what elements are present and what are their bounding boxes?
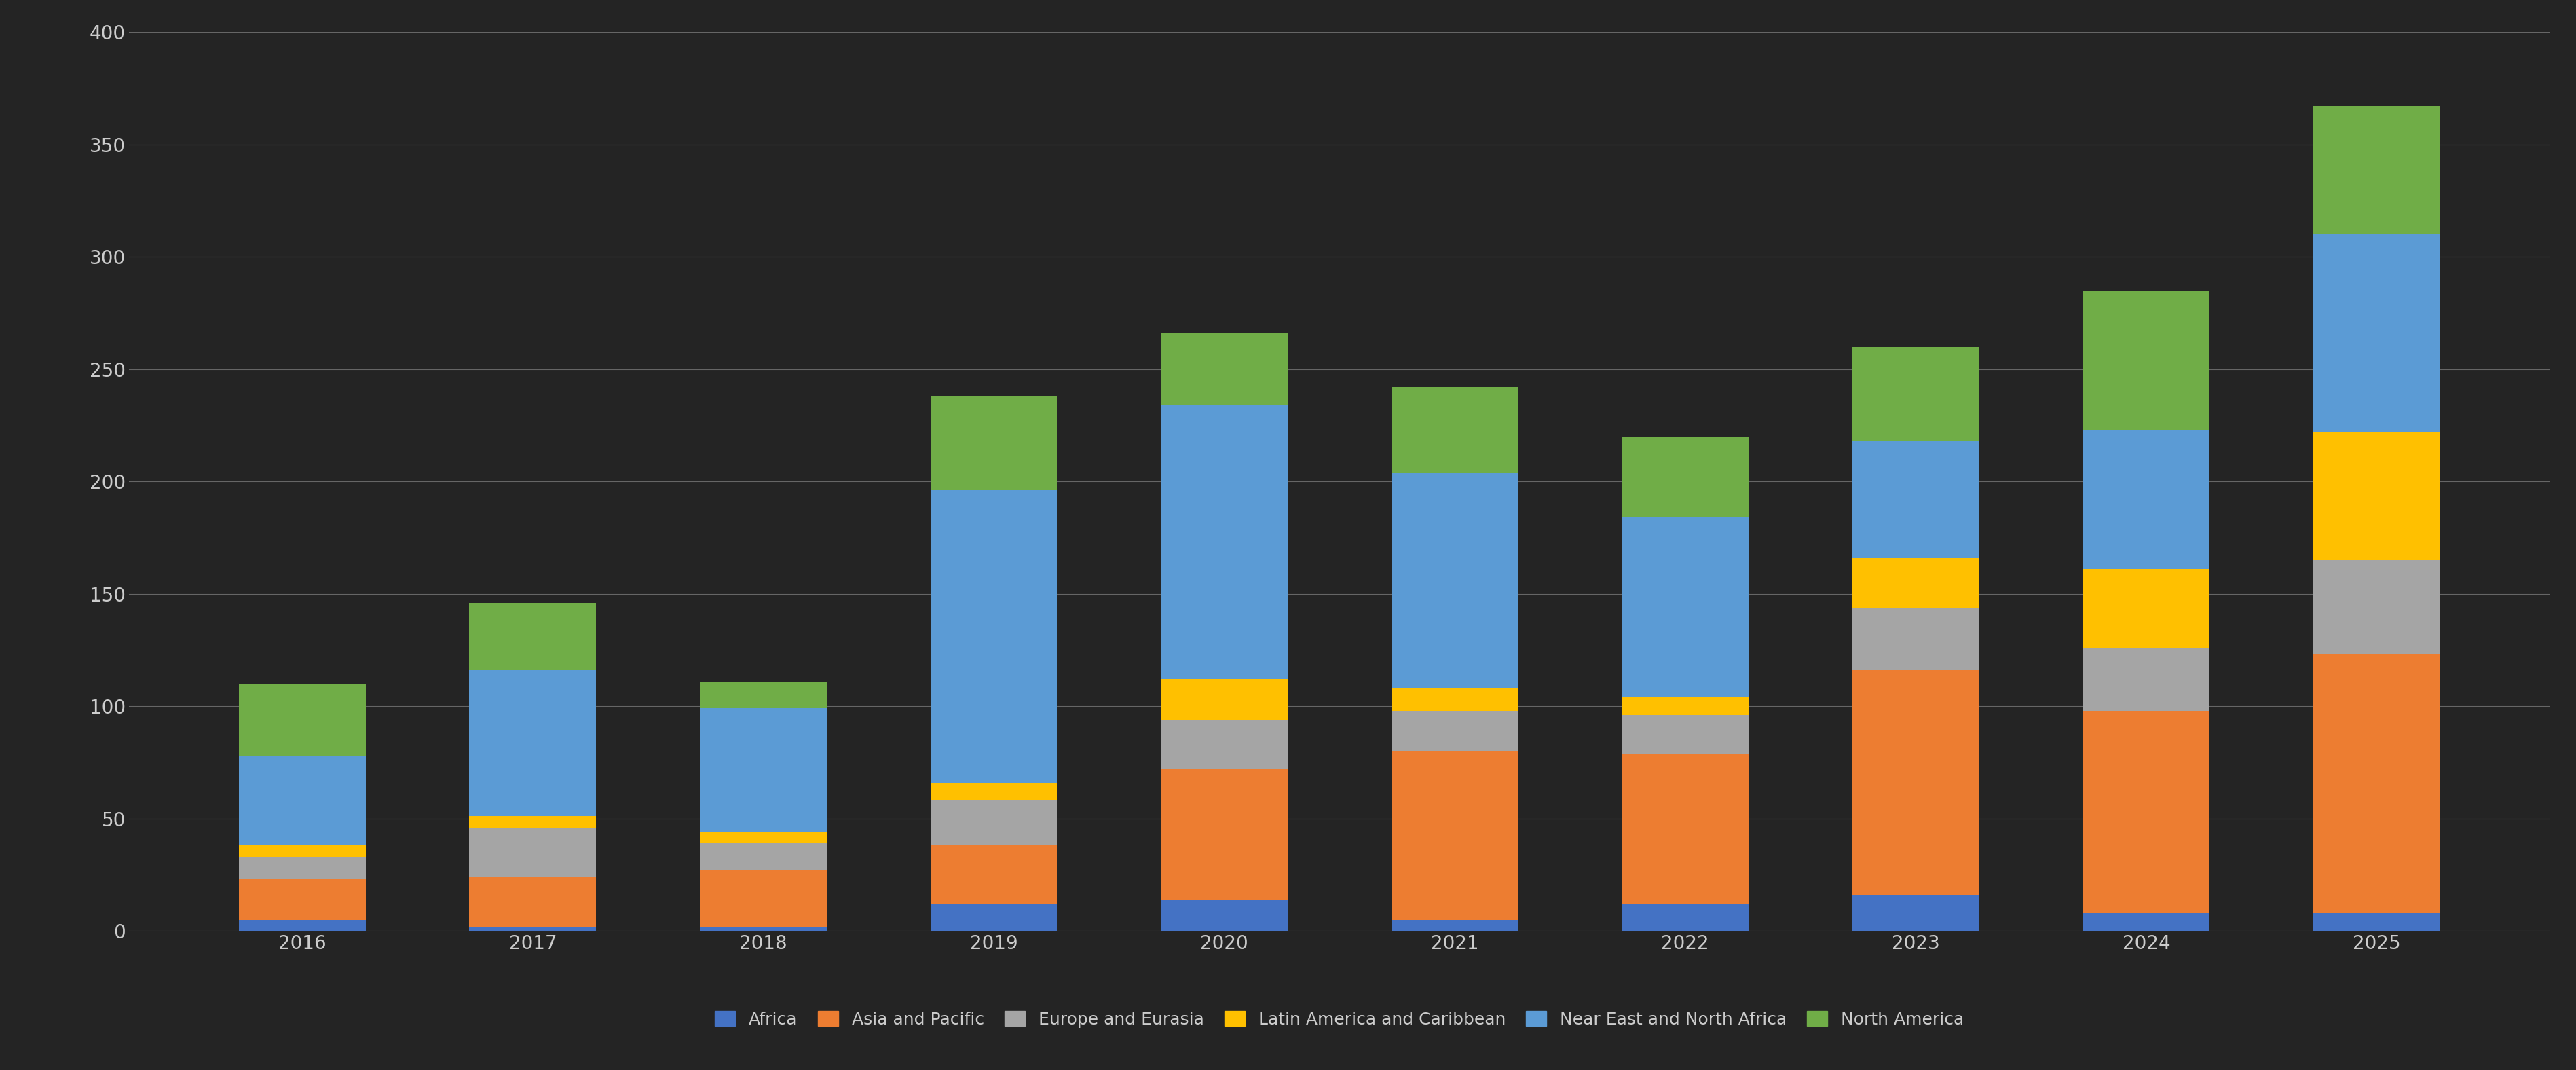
Bar [469,827,595,877]
Bar [1162,679,1288,720]
Bar [1162,769,1288,900]
Bar [2313,432,2439,561]
Bar [1391,688,1517,710]
Bar [240,920,366,931]
Legend: Africa, Asia and Pacific, Europe and Eurasia, Latin America and Caribbean, Near : Africa, Asia and Pacific, Europe and Eur… [706,1003,1973,1036]
Bar [1852,895,1978,931]
Bar [1852,347,1978,441]
Bar [701,708,827,832]
Bar [701,927,827,931]
Bar [930,800,1056,845]
Bar [1852,608,1978,670]
Bar [2084,569,2210,647]
Bar [930,904,1056,931]
Bar [1623,698,1749,715]
Bar [1391,751,1517,920]
Bar [1852,557,1978,608]
Bar [701,682,827,708]
Bar [1391,920,1517,931]
Bar [2084,913,2210,931]
Bar [1162,900,1288,931]
Bar [469,602,595,670]
Bar [1623,904,1749,931]
Bar [2313,913,2439,931]
Bar [1623,753,1749,904]
Bar [1623,518,1749,698]
Bar [240,755,366,845]
Bar [930,490,1056,782]
Bar [2084,430,2210,569]
Bar [930,782,1056,800]
Bar [701,843,827,870]
Bar [469,816,595,827]
Bar [240,880,366,920]
Bar [2313,561,2439,655]
Bar [1623,437,1749,518]
Bar [1623,715,1749,753]
Bar [2313,234,2439,432]
Bar [1391,710,1517,751]
Bar [2313,106,2439,234]
Bar [701,870,827,927]
Bar [1391,387,1517,473]
Bar [2313,655,2439,913]
Bar [1391,473,1517,688]
Bar [240,684,366,755]
Bar [1852,670,1978,895]
Bar [1162,720,1288,769]
Bar [240,845,366,857]
Bar [701,832,827,843]
Bar [469,670,595,816]
Bar [2084,290,2210,430]
Bar [1162,406,1288,679]
Bar [1162,333,1288,406]
Bar [2084,647,2210,710]
Bar [2084,710,2210,913]
Bar [930,396,1056,490]
Bar [469,877,595,927]
Bar [1852,441,1978,557]
Bar [240,857,366,880]
Bar [469,927,595,931]
Bar [930,845,1056,904]
